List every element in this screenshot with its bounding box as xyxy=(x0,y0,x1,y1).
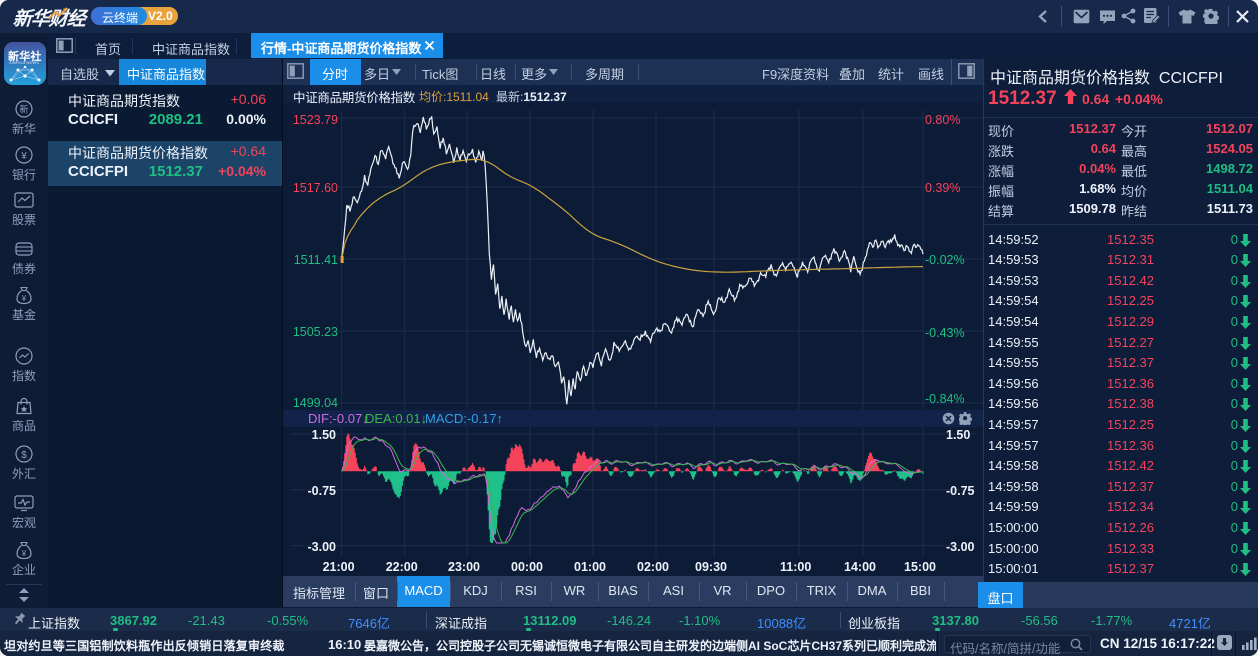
svg-text:¥: ¥ xyxy=(20,151,27,162)
svg-text:$: $ xyxy=(21,450,27,461)
svg-text:¥: ¥ xyxy=(21,549,27,558)
svg-text:新: 新 xyxy=(19,104,28,115)
svg-text:¥: ¥ xyxy=(21,294,27,303)
